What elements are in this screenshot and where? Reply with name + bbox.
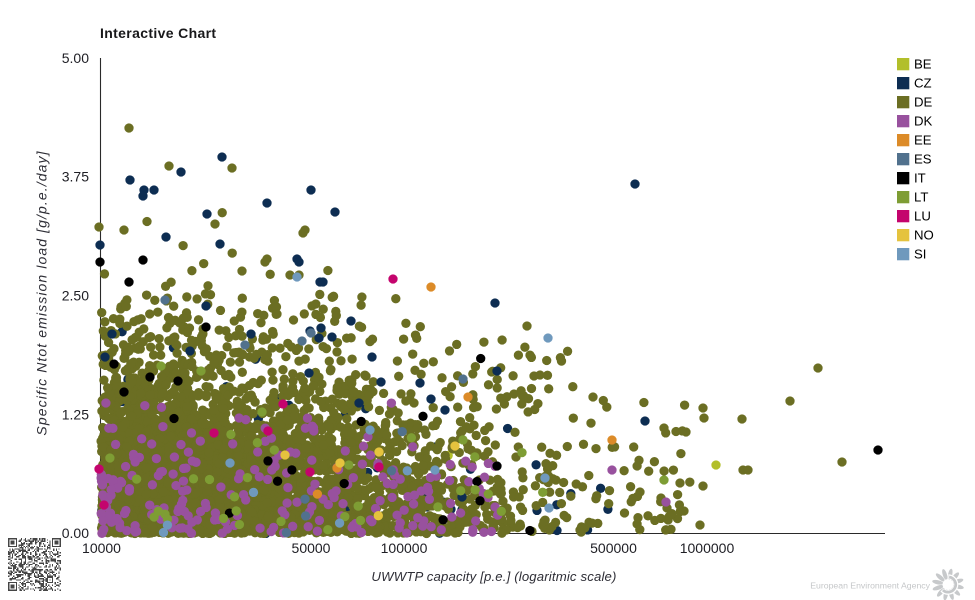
svg-text:50000: 50000 [292,540,331,556]
svg-text:UWWTP capacity [p.e.] (logarit: UWWTP capacity [p.e.] (logaritmic scale) [371,569,616,584]
svg-text:3.75: 3.75 [62,169,89,185]
svg-text:500000: 500000 [590,540,637,556]
svg-text:1000000: 1000000 [680,540,735,556]
svg-text:2.50: 2.50 [62,288,89,304]
svg-text:1.25: 1.25 [62,406,89,422]
svg-text:10000: 10000 [82,540,121,556]
svg-text:Interactive Chart: Interactive Chart [100,25,216,41]
svg-text:100000: 100000 [381,540,428,556]
svg-text:Specific Ntot emission load [g: Specific Ntot emission load [g/p.e./day] [34,150,50,435]
svg-text:0.00: 0.00 [62,525,89,541]
svg-text:5.00: 5.00 [62,50,89,66]
